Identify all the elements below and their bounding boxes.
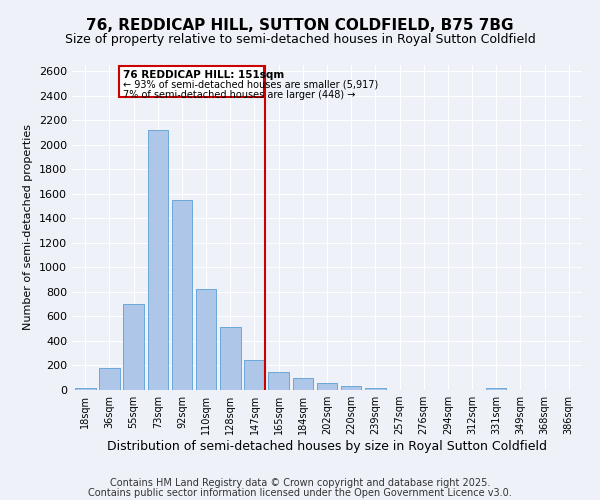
Bar — [244, 360, 265, 390]
Bar — [486, 388, 506, 390]
Bar — [293, 378, 313, 390]
FancyBboxPatch shape — [119, 66, 263, 97]
Bar — [99, 368, 120, 390]
Bar — [172, 200, 192, 390]
Bar — [365, 388, 386, 390]
Text: 76, REDDICAP HILL, SUTTON COLDFIELD, B75 7BG: 76, REDDICAP HILL, SUTTON COLDFIELD, B75… — [86, 18, 514, 32]
Text: 7% of semi-detached houses are larger (448) →: 7% of semi-detached houses are larger (4… — [123, 90, 355, 100]
Bar — [268, 372, 289, 390]
Bar — [341, 386, 361, 390]
Bar — [317, 382, 337, 390]
Bar — [75, 388, 95, 390]
Text: Contains public sector information licensed under the Open Government Licence v3: Contains public sector information licen… — [88, 488, 512, 498]
Text: 76 REDDICAP HILL: 151sqm: 76 REDDICAP HILL: 151sqm — [123, 70, 284, 80]
Bar — [220, 328, 241, 390]
Bar — [196, 290, 217, 390]
Bar — [148, 130, 168, 390]
Text: ← 93% of semi-detached houses are smaller (5,917): ← 93% of semi-detached houses are smalle… — [123, 80, 378, 90]
X-axis label: Distribution of semi-detached houses by size in Royal Sutton Coldfield: Distribution of semi-detached houses by … — [107, 440, 547, 453]
Y-axis label: Number of semi-detached properties: Number of semi-detached properties — [23, 124, 34, 330]
Text: Size of property relative to semi-detached houses in Royal Sutton Coldfield: Size of property relative to semi-detach… — [65, 32, 535, 46]
Text: Contains HM Land Registry data © Crown copyright and database right 2025.: Contains HM Land Registry data © Crown c… — [110, 478, 490, 488]
Bar — [124, 304, 144, 390]
